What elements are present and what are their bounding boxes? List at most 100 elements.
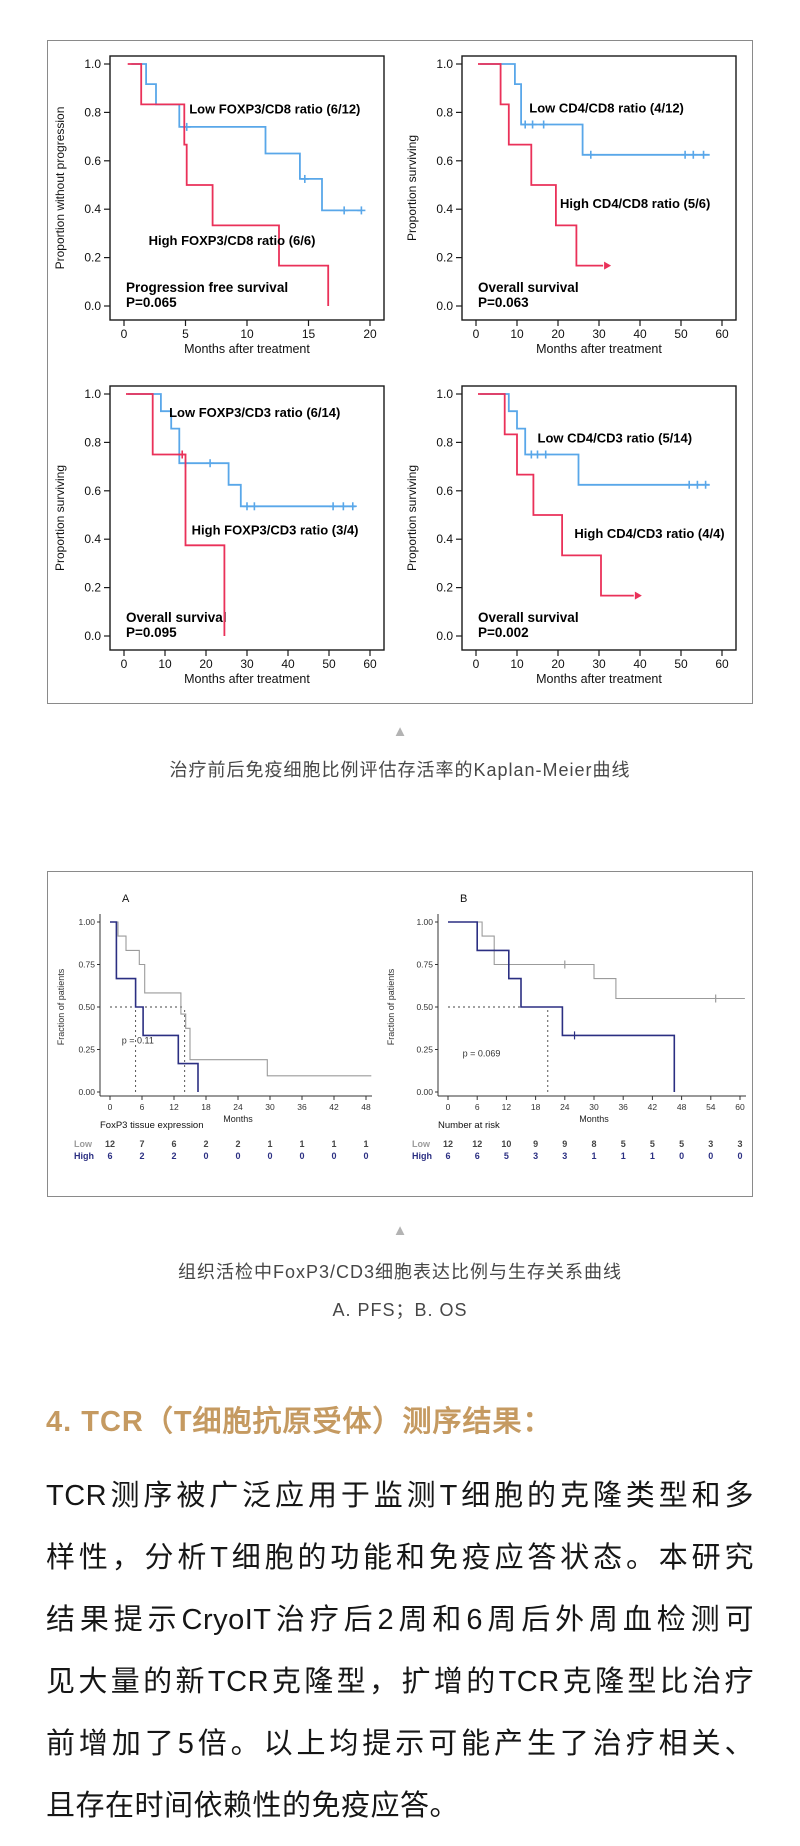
svg-text:10: 10 <box>240 327 254 341</box>
svg-text:Low FOXP3/CD3 ratio (6/14): Low FOXP3/CD3 ratio (6/14) <box>169 405 340 420</box>
svg-text:54: 54 <box>706 1102 716 1112</box>
svg-text:Number at risk: Number at risk <box>438 1120 500 1131</box>
svg-text:10: 10 <box>510 327 524 341</box>
svg-text:0: 0 <box>203 1151 208 1161</box>
svg-text:0.2: 0.2 <box>436 251 453 265</box>
svg-text:36: 36 <box>618 1102 628 1112</box>
svg-text:P=0.065: P=0.065 <box>126 295 177 310</box>
svg-text:0.0: 0.0 <box>436 629 453 643</box>
svg-text:Months: Months <box>223 1114 253 1124</box>
svg-text:18: 18 <box>531 1102 541 1112</box>
svg-text:5: 5 <box>504 1151 509 1161</box>
svg-text:6: 6 <box>171 1139 176 1149</box>
svg-text:60: 60 <box>363 657 377 671</box>
svg-text:12: 12 <box>502 1102 512 1112</box>
svg-text:2: 2 <box>171 1151 176 1161</box>
svg-text:60: 60 <box>735 1102 745 1112</box>
svg-text:Low CD4/CD8 ratio (4/12): Low CD4/CD8 ratio (4/12) <box>529 100 684 115</box>
svg-text:0.6: 0.6 <box>436 484 453 498</box>
svg-text:40: 40 <box>281 657 295 671</box>
svg-text:3: 3 <box>708 1139 713 1149</box>
svg-text:30: 30 <box>589 1102 599 1112</box>
svg-text:1.0: 1.0 <box>84 387 101 401</box>
svg-text:12: 12 <box>169 1102 179 1112</box>
svg-text:p = 0.069: p = 0.069 <box>463 1048 501 1058</box>
svg-text:12: 12 <box>105 1139 115 1149</box>
svg-text:10: 10 <box>510 657 524 671</box>
svg-text:Fraction of patients: Fraction of patients <box>386 968 396 1045</box>
svg-text:0.2: 0.2 <box>84 581 101 595</box>
svg-text:0.0: 0.0 <box>84 629 101 643</box>
svg-text:18: 18 <box>201 1102 211 1112</box>
svg-text:High FOXP3/CD3 ratio (3/4): High FOXP3/CD3 ratio (3/4) <box>192 522 359 537</box>
svg-text:Proportion surviving: Proportion surviving <box>53 465 67 571</box>
svg-text:Proportion without progression: Proportion without progression <box>53 107 67 270</box>
svg-text:42: 42 <box>329 1102 339 1112</box>
svg-text:12: 12 <box>443 1139 453 1149</box>
svg-text:Months after treatment: Months after treatment <box>184 342 310 356</box>
svg-text:5: 5 <box>650 1139 655 1149</box>
svg-text:Progression free survival: Progression free survival <box>126 280 288 295</box>
svg-text:0.8: 0.8 <box>84 435 101 449</box>
svg-text:High: High <box>412 1151 432 1161</box>
svg-text:50: 50 <box>322 657 336 671</box>
svg-text:B: B <box>460 893 467 905</box>
svg-text:0: 0 <box>235 1151 240 1161</box>
svg-text:50: 50 <box>674 657 688 671</box>
svg-text:8: 8 <box>591 1139 596 1149</box>
body-line: TCR测序被广泛应用于监测T细胞的克隆类型和多 <box>46 1480 754 1512</box>
svg-text:1: 1 <box>331 1139 336 1149</box>
svg-text:0.0: 0.0 <box>436 299 453 313</box>
svg-text:0.75: 0.75 <box>78 960 95 970</box>
svg-text:3: 3 <box>533 1151 538 1161</box>
figure-km-immune-cell-ratios[interactable]: 1.0 0.8 0.6 0.4 0.2 0.0 0 5 10 15 20 Months after t… <box>47 40 753 704</box>
article-body: TCR测序被广泛应用于监测T细胞的克隆类型和多 样性，分析T细胞的功能和免疫应答… <box>46 1465 754 1837</box>
svg-text:1.0: 1.0 <box>436 57 453 71</box>
figure-foxp3-tissue-survival[interactable]: 1.00 0.75 0.50 0.25 0.00 0 6 12 18 24 30 36 42 48 Mont… <box>47 871 753 1197</box>
figure1-caption: 治疗前后免疫细胞比例评估存活率的Kaplan-Meier曲线 <box>169 760 631 780</box>
svg-text:1: 1 <box>363 1139 368 1149</box>
svg-text:0.25: 0.25 <box>78 1045 95 1055</box>
svg-text:A: A <box>122 893 130 905</box>
svg-text:0: 0 <box>679 1151 684 1161</box>
figure2-caption: 组织活检中FoxP3/CD3细胞表达比例与生存关系曲线 A. PFS；B. OS <box>46 1253 754 1329</box>
svg-text:0: 0 <box>121 327 128 341</box>
km-plot-grid: 1.0 0.8 0.6 0.4 0.2 0.0 0 5 10 15 20 Months after t… <box>48 42 752 702</box>
svg-text:60: 60 <box>715 657 729 671</box>
svg-text:0: 0 <box>708 1151 713 1161</box>
svg-text:P=0.095: P=0.095 <box>126 625 177 640</box>
km-plot-b-os: 1.000.750.500.250.000 6 12 18 24 30 36 42 48 54 60… <box>386 893 746 1161</box>
svg-text:Months after treatment: Months after treatment <box>536 342 662 356</box>
svg-text:0: 0 <box>299 1151 304 1161</box>
svg-text:1.00: 1.00 <box>416 917 433 927</box>
svg-text:Months after treatment: Months after treatment <box>184 672 310 686</box>
svg-text:P=0.063: P=0.063 <box>478 295 529 310</box>
svg-text:60: 60 <box>715 327 729 341</box>
svg-text:48: 48 <box>361 1102 371 1112</box>
svg-text:2: 2 <box>235 1139 240 1149</box>
section-heading-tcr: 4. TCR（T细胞抗原受体）测序结果： <box>46 1406 553 1438</box>
svg-text:30: 30 <box>240 657 254 671</box>
svg-text:Low: Low <box>412 1139 431 1149</box>
svg-text:Overall survival: Overall survival <box>478 610 579 625</box>
svg-text:6: 6 <box>107 1151 112 1161</box>
svg-text:24: 24 <box>233 1102 243 1112</box>
svg-text:9: 9 <box>533 1139 538 1149</box>
svg-text:40: 40 <box>633 327 647 341</box>
svg-text:P=0.002: P=0.002 <box>478 625 529 640</box>
svg-text:0: 0 <box>121 657 128 671</box>
svg-text:0: 0 <box>473 657 480 671</box>
svg-text:0.25: 0.25 <box>416 1045 433 1055</box>
svg-text:0: 0 <box>737 1151 742 1161</box>
svg-text:High: High <box>74 1151 94 1161</box>
body-line: 样性，分析T细胞的功能和免疫应答状态。本研究 <box>46 1542 754 1574</box>
svg-text:1: 1 <box>299 1139 304 1149</box>
svg-text:0.0: 0.0 <box>84 299 101 313</box>
svg-text:0.8: 0.8 <box>436 435 453 449</box>
svg-text:20: 20 <box>551 327 565 341</box>
svg-text:Overall survival: Overall survival <box>126 610 227 625</box>
ab-plot-row: 1.00 0.75 0.50 0.25 0.00 0 6 12 18 24 30 36 42 48 Mont… <box>48 876 752 1192</box>
svg-text:5: 5 <box>621 1139 626 1149</box>
svg-text:2: 2 <box>139 1151 144 1161</box>
svg-text:9: 9 <box>562 1139 567 1149</box>
